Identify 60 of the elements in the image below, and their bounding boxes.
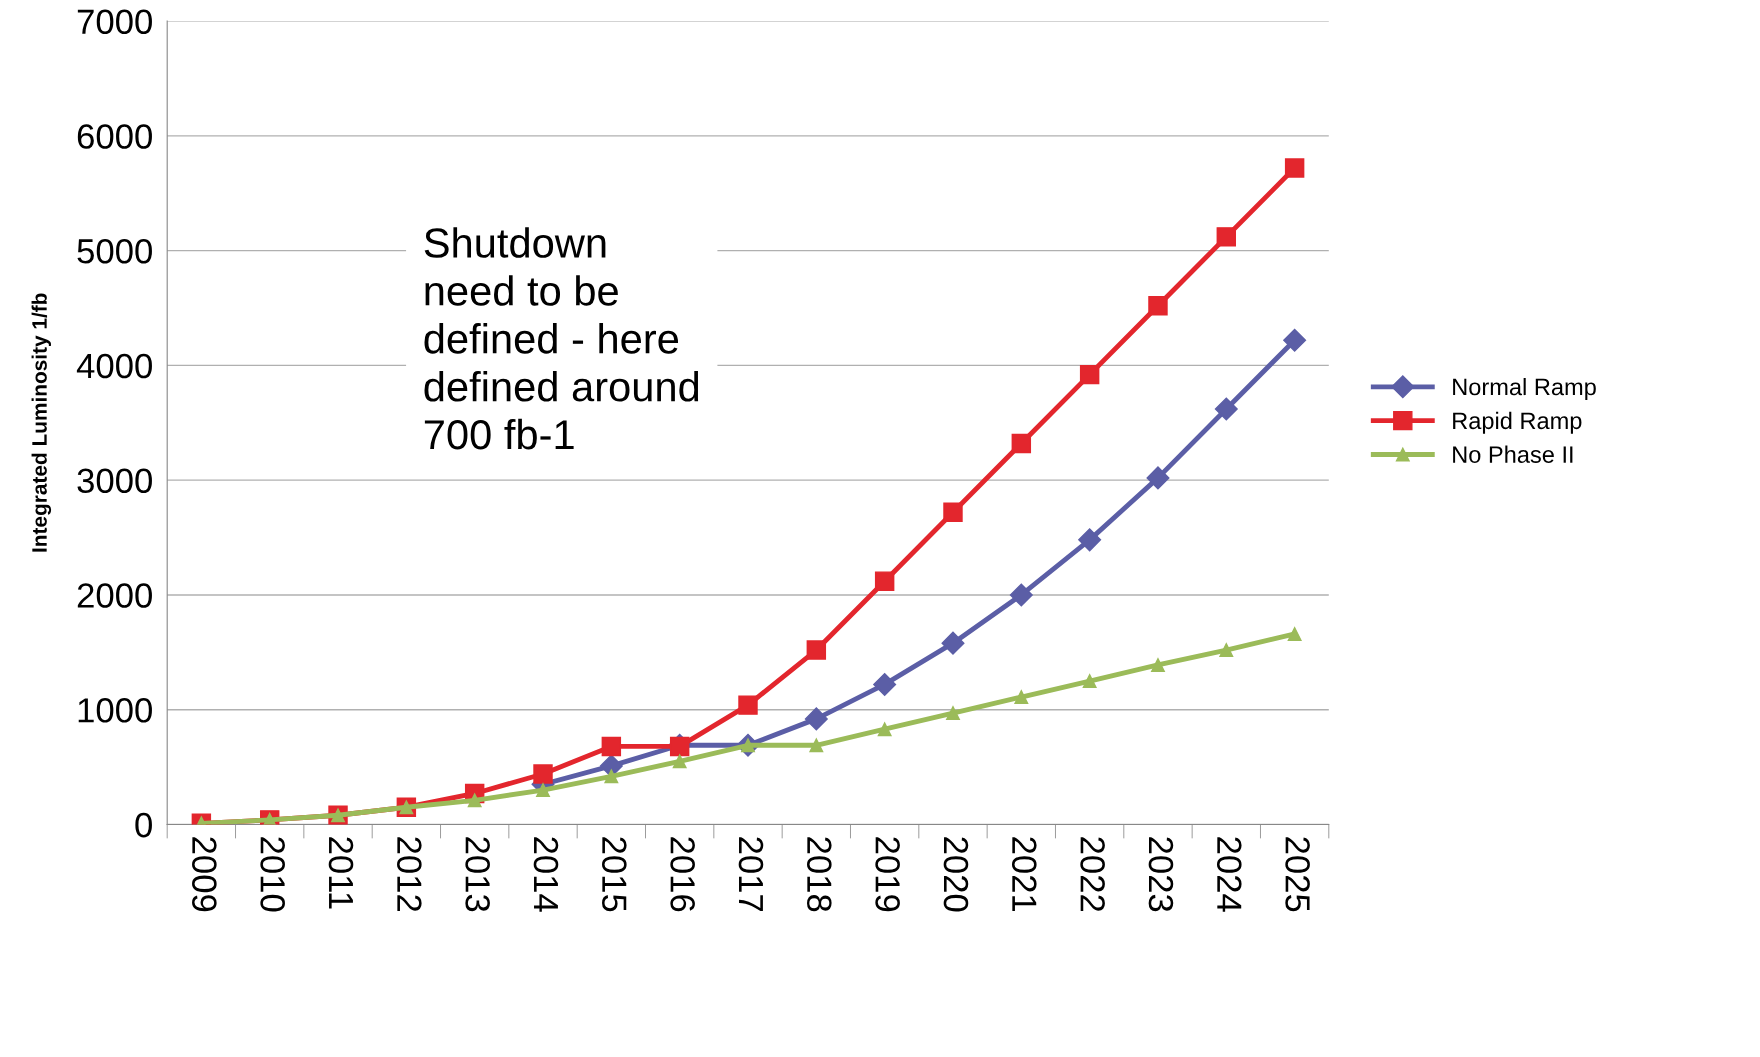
x-tick-label: 2022 bbox=[1080, 837, 1105, 912]
x-tick-label: 2013 bbox=[465, 837, 490, 912]
point bbox=[943, 502, 963, 523]
point bbox=[941, 631, 965, 655]
point bbox=[1148, 296, 1168, 316]
legend-label: Normal Ramp bbox=[1453, 377, 1596, 400]
point bbox=[1216, 227, 1237, 247]
x-tick-label: 2018 bbox=[807, 837, 832, 912]
point bbox=[1219, 643, 1234, 657]
y-tick-label: 6000 bbox=[77, 124, 152, 149]
point bbox=[1009, 583, 1033, 607]
x-tick-label: 2020 bbox=[943, 837, 969, 912]
point bbox=[1014, 690, 1029, 705]
x-tick-label: 2010 bbox=[260, 837, 285, 912]
point bbox=[536, 783, 550, 797]
x-tick-label: 2017 bbox=[738, 837, 764, 912]
point bbox=[1082, 674, 1097, 688]
point bbox=[1283, 328, 1307, 352]
y-tick-label: 3000 bbox=[77, 468, 152, 494]
point bbox=[1151, 657, 1165, 672]
point bbox=[1011, 433, 1032, 454]
point bbox=[1214, 397, 1238, 421]
point bbox=[874, 571, 895, 591]
point bbox=[946, 706, 960, 721]
point bbox=[1079, 364, 1100, 385]
point bbox=[604, 769, 619, 784]
point bbox=[804, 707, 828, 731]
x-tick-label: 2012 bbox=[397, 837, 422, 912]
legend-label: Rapid Ramp bbox=[1453, 411, 1582, 434]
point bbox=[1287, 627, 1302, 641]
x-tick-label: 2021 bbox=[1012, 837, 1037, 912]
point bbox=[809, 738, 824, 753]
y-tick-label: 7000 bbox=[77, 9, 152, 35]
x-tick-label: 2016 bbox=[670, 837, 695, 912]
x-tick-label: 2025 bbox=[1285, 837, 1310, 912]
point bbox=[806, 640, 827, 660]
y-tick-label: 0 bbox=[135, 812, 152, 838]
x-tick-label: 2024 bbox=[1216, 837, 1242, 912]
y-axis-title: Integrated Luminosity 1/fb bbox=[31, 293, 52, 552]
annotation: Shutdown need to be defined - here defined around 700 fb-1 bbox=[424, 227, 699, 450]
x-tick-label: 2023 bbox=[1148, 837, 1174, 912]
legend-label: No Phase II bbox=[1453, 445, 1573, 463]
y-tick-label: 1000 bbox=[78, 698, 152, 723]
point bbox=[1078, 528, 1102, 552]
point bbox=[601, 736, 622, 757]
point bbox=[672, 754, 687, 769]
point bbox=[1146, 466, 1170, 490]
x-tick-label: 2011 bbox=[328, 837, 354, 909]
y-tick-label: 4000 bbox=[76, 353, 152, 379]
x-tick-label: 2015 bbox=[602, 837, 627, 912]
point bbox=[873, 672, 897, 696]
x-tick-label: 2019 bbox=[875, 837, 900, 912]
y-tick-label: 2000 bbox=[77, 583, 152, 608]
point bbox=[877, 722, 892, 737]
point bbox=[738, 695, 758, 715]
y-tick-label: 5000 bbox=[77, 239, 152, 264]
x-tick-label: 2014 bbox=[533, 837, 559, 912]
x-tick-label: 2009 bbox=[192, 837, 217, 912]
point bbox=[533, 764, 553, 784]
point bbox=[1284, 158, 1305, 178]
